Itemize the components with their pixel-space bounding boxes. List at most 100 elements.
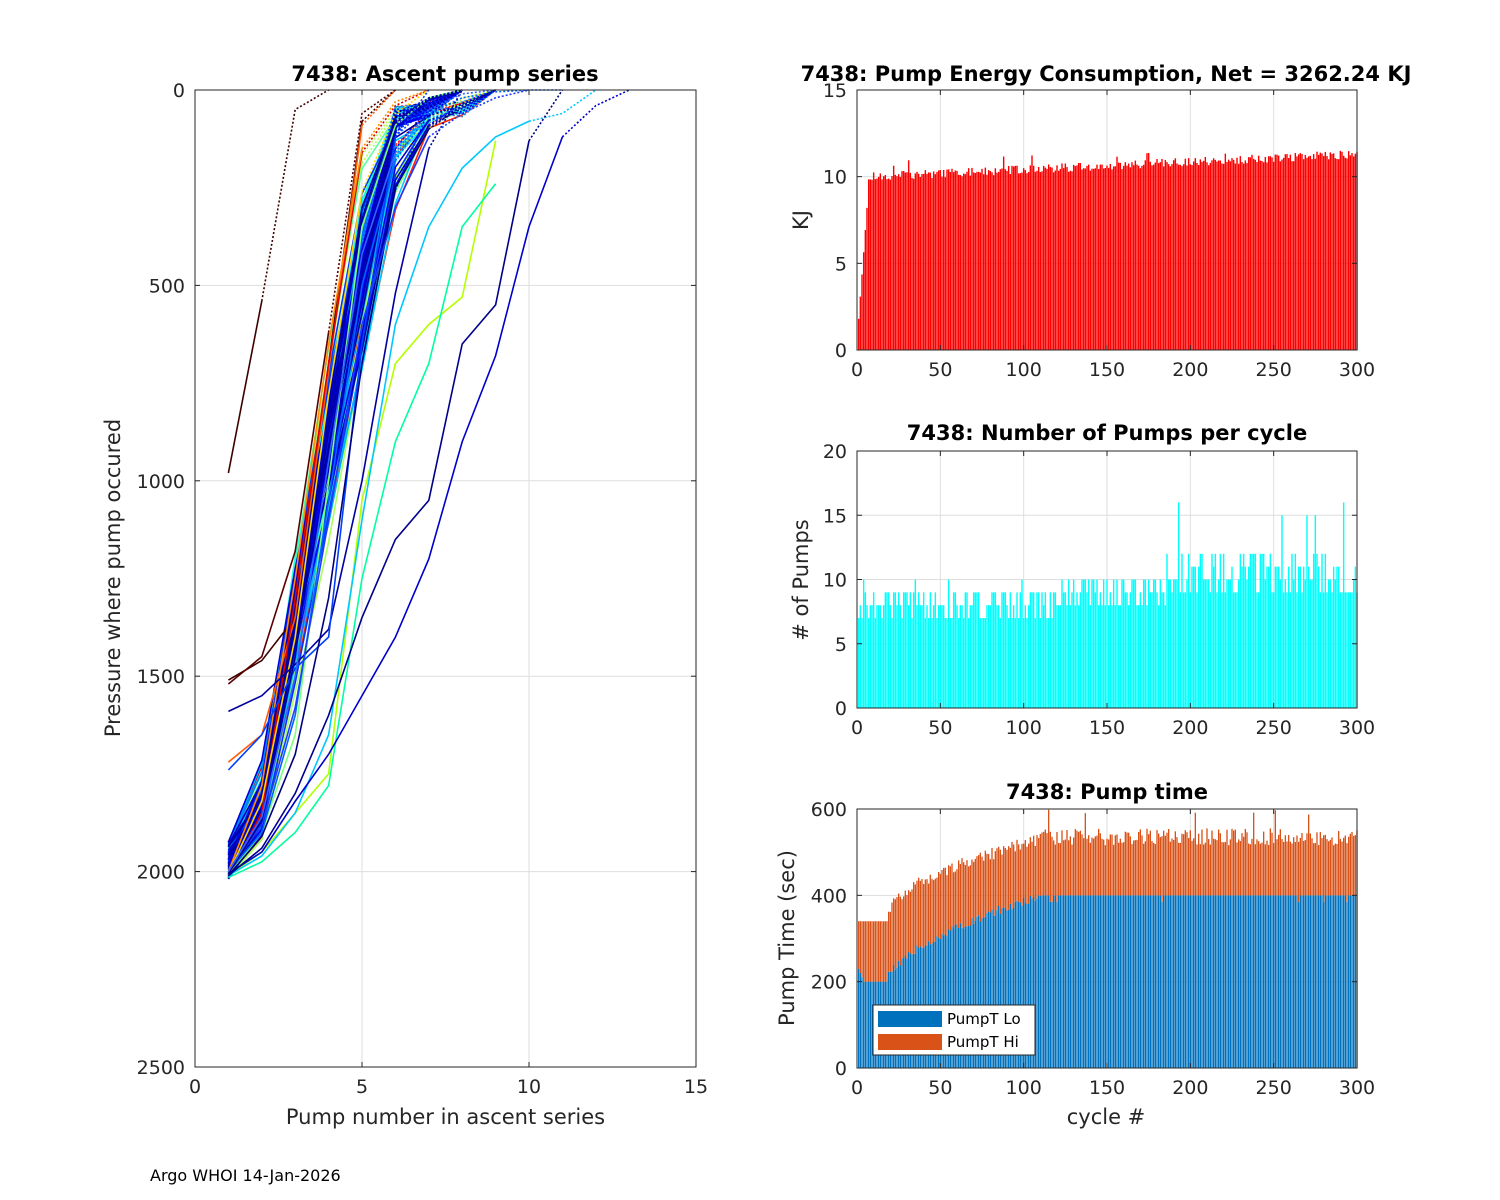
- pumps-bar: [1222, 553, 1225, 708]
- pumptime-lo-bar: [1318, 895, 1320, 1068]
- pumptime-lo-bar: [1043, 895, 1045, 1068]
- pumps-bar: [1311, 579, 1313, 708]
- ascent-profile-line: [428, 89, 496, 127]
- pumps-bar: [1021, 579, 1023, 708]
- pumptime-hi-bar: [1263, 831, 1265, 896]
- pumptime-hi-bar: [1326, 839, 1328, 896]
- pumps-bar: [899, 605, 902, 708]
- energy-bar: [1346, 158, 1348, 350]
- pumptime-lo-bar: [1046, 895, 1048, 1068]
- pumps-bar: [976, 592, 978, 708]
- pumptime-lo-bar: [1086, 895, 1088, 1068]
- pumps-bar: [1169, 579, 1172, 708]
- pumptime-hi-bar: [1223, 842, 1225, 896]
- pumptime-lo-bar: [983, 917, 985, 1068]
- energy-bar: [1119, 162, 1122, 350]
- pumptime-hi-bar: [949, 866, 951, 931]
- pumptime-hi-bar: [988, 854, 990, 912]
- pumptime-hi-bar: [1276, 839, 1278, 896]
- energy-bar: [1342, 155, 1345, 350]
- pumptime-lo-bar: [961, 927, 963, 1068]
- energy-bar: [891, 176, 893, 350]
- pumps-bar: [1232, 592, 1235, 708]
- energy-bar: [869, 179, 872, 350]
- pumptime-lo-bar: [1071, 895, 1073, 1068]
- pumptime-lo-bar: [1181, 895, 1183, 1068]
- pumptime-hi-bar: [1254, 844, 1256, 896]
- energy-bar: [1059, 168, 1062, 350]
- pumps-bar: [1312, 553, 1315, 708]
- energy-bar: [1279, 161, 1282, 350]
- energy-bar: [1106, 165, 1108, 350]
- energy-bar: [874, 179, 877, 350]
- pumptime-hi-bar: [1324, 834, 1326, 896]
- pumps-bar: [1344, 592, 1347, 708]
- ascent-profile-line: [394, 89, 463, 124]
- pumptime-hi-bar: [893, 898, 895, 965]
- pumps-bar: [989, 605, 992, 708]
- pumptime-hi-bar: [1058, 843, 1060, 896]
- pumps-bar: [1099, 592, 1102, 708]
- pumptime-hi-bar: [1201, 829, 1203, 896]
- pumptime-lo-bar: [1211, 895, 1213, 1068]
- pumptime-lo-bar: [1204, 895, 1206, 1068]
- pumps-bar: [1167, 579, 1170, 708]
- pumptime-hi-bar: [981, 856, 983, 919]
- pumps-bar: [1261, 553, 1263, 708]
- pumptime-hi-bar: [1194, 812, 1196, 896]
- pumptime-hi-bar: [936, 877, 938, 937]
- pumptime-hi-bar: [934, 878, 936, 942]
- pumptime-hi-bar: [1266, 840, 1268, 896]
- pumps-bar: [1247, 566, 1250, 708]
- pumptime-hi-bar: [976, 856, 978, 917]
- energy-bar: [1094, 168, 1097, 350]
- pumptime-hi-bar: [1153, 842, 1155, 896]
- ascent-profile-line: [361, 89, 463, 203]
- pumptime-lo-bar: [1178, 895, 1180, 1068]
- energy-bar: [962, 173, 965, 350]
- energy-xtick-label: 200: [1172, 359, 1208, 381]
- pumptime-lo-bar: [976, 916, 978, 1068]
- energy-xtick-label: 300: [1339, 359, 1375, 381]
- energy-bar: [1229, 161, 1232, 350]
- pumptime-lo-bar: [1288, 895, 1290, 1068]
- pumptime-lo-bar: [1163, 895, 1165, 1068]
- ascent-profile-line: [228, 183, 497, 879]
- pumptime-hi-bar: [1006, 849, 1008, 911]
- energy-bar: [952, 172, 955, 350]
- pumptime-lo-bar: [1281, 895, 1283, 1068]
- pumptime-lo-bar: [978, 915, 980, 1068]
- pumptime-lo-bar: [1186, 895, 1188, 1068]
- pumptime-hi-bar: [1321, 838, 1323, 896]
- pumps-bar: [974, 592, 977, 708]
- pumps-bar: [1096, 579, 1098, 708]
- energy-bar: [1236, 157, 1238, 350]
- pumptime-hi-bar: [1054, 844, 1056, 896]
- pumptime-hi-bar: [1269, 828, 1271, 896]
- pumptime-hi-bar: [868, 921, 870, 982]
- pumptime-lo-bar: [1263, 895, 1265, 1068]
- pumps-bar: [1294, 553, 1297, 708]
- pumptime-lo-bar: [1276, 895, 1278, 1068]
- energy-bar: [977, 171, 980, 350]
- pumptime-hi-bar: [1098, 828, 1100, 896]
- energy-bar: [1249, 157, 1252, 350]
- energy-bar: [1146, 153, 1148, 350]
- pumptime-lo-bar: [1271, 895, 1273, 1068]
- pumptime-hi-bar: [1033, 835, 1035, 897]
- pumptime-hi-bar: [1031, 841, 1033, 900]
- pumps-bar: [1252, 553, 1255, 708]
- pumps-bar: [897, 592, 900, 708]
- energy-bar: [911, 177, 913, 350]
- pumptime-hi-bar: [1071, 844, 1073, 896]
- energy-bar: [961, 176, 963, 350]
- pumptime-lo-bar: [1199, 895, 1201, 1068]
- energy-bar: [1039, 172, 1042, 350]
- pumptime-lo-bar: [1224, 895, 1226, 1068]
- pumptime-hi-bar: [1119, 838, 1121, 896]
- pumptime-lo-bar: [1214, 895, 1216, 1068]
- pumptime-hi-bar: [1148, 834, 1150, 896]
- pumps-bar: [1041, 592, 1043, 708]
- pumps-bar: [869, 605, 872, 708]
- energy-bar: [1061, 163, 1063, 350]
